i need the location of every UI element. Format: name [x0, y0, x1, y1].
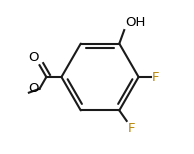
Text: F: F [152, 71, 160, 83]
Text: F: F [127, 122, 135, 135]
Text: O: O [28, 82, 39, 95]
Text: OH: OH [125, 16, 145, 29]
Text: O: O [28, 51, 39, 64]
